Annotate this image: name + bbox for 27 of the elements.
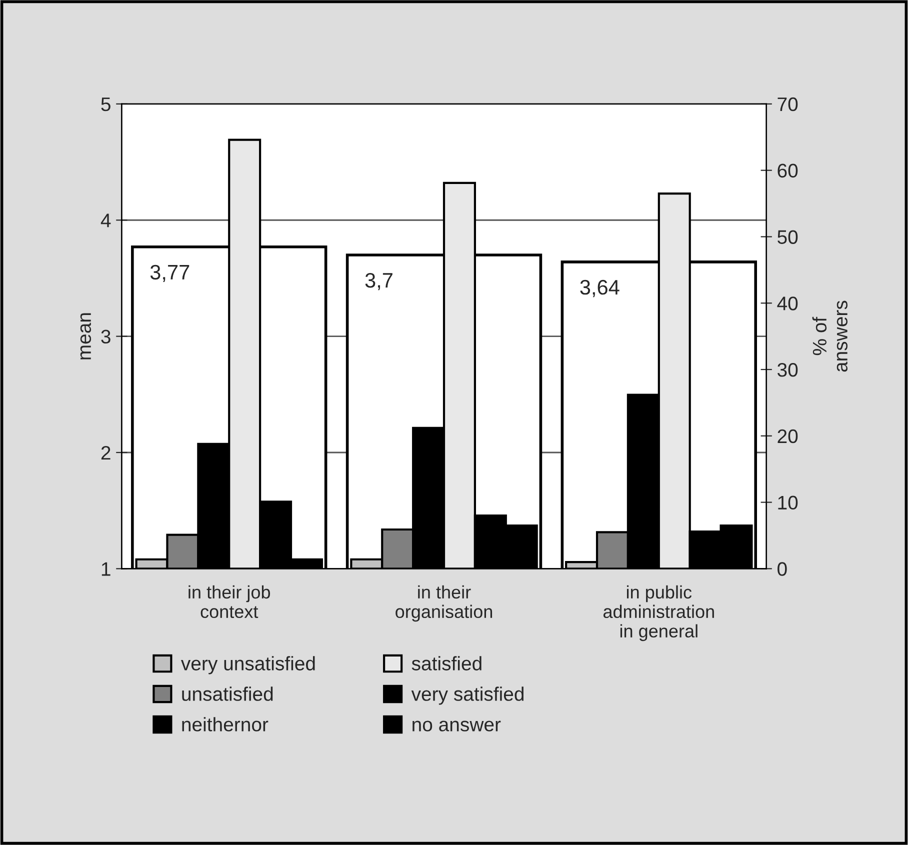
- y2-tick-label: 60: [778, 164, 798, 178]
- legend-label: no answer: [412, 720, 501, 732]
- y-tick-label: 4: [100, 214, 111, 228]
- y-tick-label: 5: [101, 98, 110, 112]
- y-axis-title: mean: [80, 313, 92, 360]
- y2-axis-title: % of answers: [812, 300, 848, 372]
- y2-tick-label: 70: [778, 97, 798, 112]
- data-label: 3,7: [365, 272, 392, 290]
- y2-tick-label: 50: [778, 230, 798, 244]
- y2-tick-label: 20: [778, 429, 798, 444]
- y-tick-label: 1: [102, 562, 110, 576]
- y2-tick-label: 10: [778, 496, 798, 510]
- legend-label: very unsatisfied: [180, 656, 315, 674]
- legend-label: very satisfied: [411, 686, 524, 705]
- legend-label: neithernor: [182, 717, 268, 732]
- legend-label: satisfied: [412, 656, 482, 670]
- legend-label: unsatisfied: [182, 686, 273, 701]
- y-tick-label: 2: [101, 446, 110, 460]
- x-tick-label: in their job context: [188, 585, 270, 618]
- y2-tick-label: 0: [778, 562, 787, 576]
- x-tick-label: in their organisation: [396, 585, 492, 622]
- y2-tick-label: 40: [777, 296, 798, 310]
- data-label: 3,64: [580, 280, 620, 298]
- data-label: 3,77: [150, 264, 190, 282]
- x-tick-label: in public administration in general: [603, 585, 714, 642]
- y2-tick-label: 30: [778, 362, 798, 377]
- y-tick-label: 3: [101, 330, 110, 344]
